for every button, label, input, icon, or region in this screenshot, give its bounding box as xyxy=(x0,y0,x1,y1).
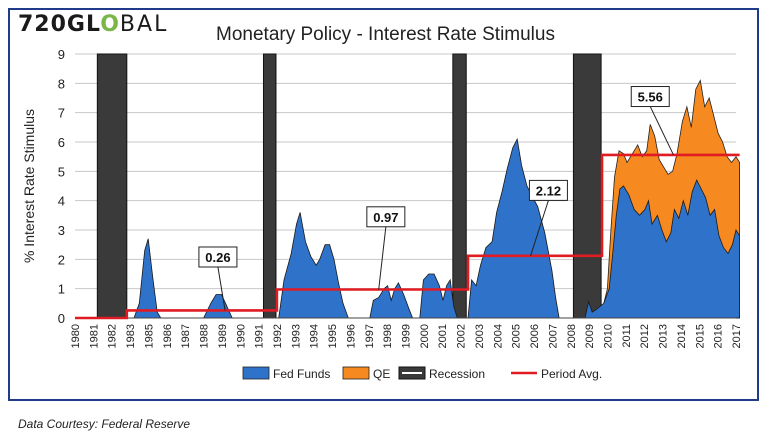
x-tick-label: 1992 xyxy=(272,324,284,348)
annotation-box xyxy=(366,206,406,228)
data-credit: Data Courtesy: Federal Reserve xyxy=(18,417,191,431)
x-tick-label: 2003 xyxy=(474,324,486,348)
x-tick-label: 1998 xyxy=(382,324,394,348)
annotation-box xyxy=(528,179,568,201)
x-tick-label: 1980 xyxy=(70,324,82,348)
x-tick-label: 2010 xyxy=(602,324,614,348)
x-tick-label: 2006 xyxy=(529,324,541,348)
annotation-value: 0.26 xyxy=(205,250,230,265)
x-tick-label: 2000 xyxy=(419,324,431,348)
legend-swatch xyxy=(342,366,370,380)
recession-band xyxy=(96,53,128,319)
annotation-leader xyxy=(649,106,674,156)
chart-plot: 0 1 2 3 4 5 6 7 8 9 % Interest Rate Stimulus 1980 19… xyxy=(21,47,743,381)
legend-label: Recession xyxy=(429,367,485,381)
recession-band xyxy=(262,53,277,319)
recession-band xyxy=(452,53,467,319)
x-tick-label: 1996 xyxy=(345,324,357,348)
annotation-leader xyxy=(217,266,226,311)
x-tick-label: 2001 xyxy=(437,324,449,348)
annotation-box xyxy=(630,86,670,108)
x-tick-label: 1986 xyxy=(162,324,174,348)
x-tick-label: 1993 xyxy=(290,324,302,348)
y-tick-label: 6 xyxy=(58,135,65,150)
legend-label: Fed Funds xyxy=(273,367,330,381)
series-area-fed-funds xyxy=(75,137,741,319)
x-tick-label: 2008 xyxy=(566,324,578,348)
period-average-line xyxy=(75,153,740,320)
x-tick-label: 2004 xyxy=(492,324,504,348)
x-tick-label: 1997 xyxy=(364,324,376,348)
x-tick-label: 2012 xyxy=(639,324,651,348)
y-axis-label: % Interest Rate Stimulus xyxy=(21,109,37,263)
legend-label: QE xyxy=(373,367,390,381)
annotation-value: 0.97 xyxy=(373,210,398,225)
annotation-leader xyxy=(378,226,387,290)
x-tick-label: 1995 xyxy=(327,324,339,348)
annotation-leader xyxy=(530,200,549,256)
x-tick-label: 2005 xyxy=(511,324,523,348)
x-tick-label: 2016 xyxy=(713,324,725,348)
x-tick-label: 1994 xyxy=(309,324,321,348)
y-tick-label: 5 xyxy=(58,164,65,179)
x-tick-label: 1981 xyxy=(88,324,100,348)
x-tick-label: 1987 xyxy=(180,324,192,348)
x-tick-label: 1991 xyxy=(254,324,266,348)
y-tick-label: 3 xyxy=(58,223,65,238)
y-tick-label: 0 xyxy=(58,311,65,326)
y-tick-label: 7 xyxy=(58,106,65,121)
x-tick-label: 1983 xyxy=(125,324,137,348)
x-tick-label: 2009 xyxy=(584,324,596,348)
y-tick-label: 4 xyxy=(58,194,65,209)
x-tick-label: 2015 xyxy=(694,324,706,348)
x-tick-label: 2014 xyxy=(676,324,688,348)
x-tick-label: 2007 xyxy=(547,324,559,348)
y-tick-label: 1 xyxy=(58,282,65,297)
x-tick-label: 1985 xyxy=(143,324,155,348)
legend-label: Period Avg. xyxy=(541,367,602,381)
chart-title: Monetary Policy - Interest Rate Stimulus xyxy=(216,24,555,45)
y-tick-label: 8 xyxy=(58,76,65,91)
annotation-value: 5.56 xyxy=(638,90,663,105)
chart-frame: 720GLOBAL Monetary Policy - Interest Rat… xyxy=(8,8,759,401)
x-tick-label: 1989 xyxy=(217,324,229,348)
annotation-box xyxy=(198,246,238,268)
x-tick-label: 2013 xyxy=(658,324,670,348)
x-tick-label: 1990 xyxy=(235,324,247,348)
x-tick-label: 1988 xyxy=(199,324,211,348)
y-tick-label: 2 xyxy=(58,252,65,267)
legend-swatch xyxy=(242,366,270,380)
annotation-value: 2.12 xyxy=(536,183,561,198)
recession-band xyxy=(572,53,602,319)
x-tick-label: 1982 xyxy=(107,324,119,348)
x-tick-label: 2017 xyxy=(731,324,743,348)
x-tick-label: 2011 xyxy=(621,324,633,348)
globe-icon: O xyxy=(100,12,120,37)
x-tick-label: 1999 xyxy=(401,324,413,348)
brand-logo: 720GLOBAL xyxy=(18,12,169,37)
y-tick-label: 9 xyxy=(58,47,65,62)
x-tick-label: 2002 xyxy=(456,324,468,348)
